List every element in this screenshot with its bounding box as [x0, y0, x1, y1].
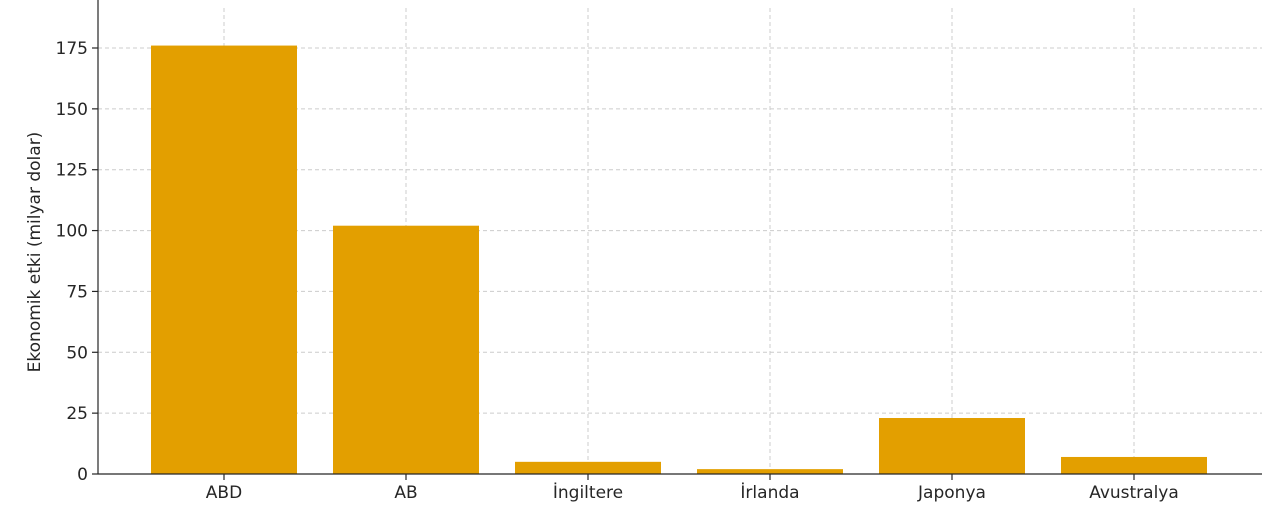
y-tick-label: 75 [66, 282, 88, 302]
x-tick-label: Japonya [917, 483, 986, 503]
y-tick-label: 100 [56, 222, 88, 242]
bar-6 [1061, 456, 1207, 474]
bar-2 [333, 225, 479, 474]
bar-5 [879, 418, 1025, 474]
labels: Ekonomik etki (milyar dolar) 0 25 50 75 100 1… [25, 39, 1179, 503]
x-tick-label: ABD [206, 483, 242, 503]
y-tick-label: 175 [56, 39, 88, 59]
bar-3 [515, 461, 661, 474]
axes [92, 0, 1262, 480]
bar-4 [697, 469, 843, 474]
y-tick-label: 25 [66, 404, 88, 424]
y-tick-label: 0 [77, 465, 88, 485]
x-tick-label: AB [394, 483, 417, 503]
y-tick-label: 150 [56, 100, 88, 120]
x-tick-label: Avustralya [1089, 483, 1179, 503]
y-tick-label: 50 [66, 343, 88, 363]
y-tick-label: 125 [56, 161, 88, 181]
y-axis-label: Ekonomik etki (milyar dolar) [25, 132, 45, 373]
x-tick-label: İngiltere [553, 482, 623, 503]
x-tick-label: İrlanda [740, 482, 799, 503]
bar-1 [151, 45, 297, 475]
bars [151, 45, 1207, 475]
